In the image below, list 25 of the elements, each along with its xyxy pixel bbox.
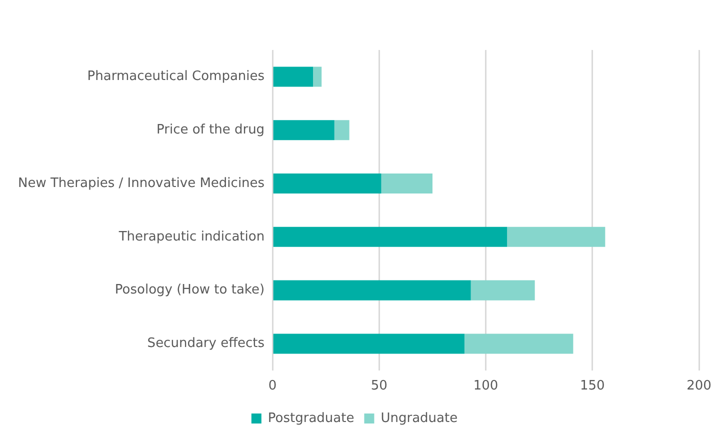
bar	[334, 120, 350, 140]
x-tick-label: 100	[473, 378, 498, 394]
y-tick-label: Posology (How to take)	[114, 282, 265, 298]
bar	[273, 334, 464, 354]
x-tick-label: 50	[370, 378, 388, 394]
legend-label: Ungraduate	[380, 410, 458, 426]
y-tick-label: Therapeutic indication	[118, 229, 265, 244]
bar	[273, 66, 314, 87]
x-tick-label: 0	[268, 378, 277, 394]
bar	[381, 173, 432, 194]
bar	[273, 280, 471, 300]
bar	[464, 334, 574, 354]
y-tick-label: Pharmaceutical Companies	[87, 69, 265, 84]
x-tick-label: 200	[686, 378, 712, 394]
y-tick-label: Secundary effects	[147, 336, 265, 352]
bar	[470, 280, 535, 300]
legend-label: Postgraduate	[268, 410, 354, 426]
bar	[273, 226, 508, 247]
x-tick-label: 150	[580, 378, 605, 394]
bar	[273, 120, 334, 140]
bar	[313, 66, 322, 87]
y-tick-label: Price of the drug	[156, 122, 265, 138]
y-tick-label: New Therapies / Innovative Medicines	[18, 176, 265, 191]
bar	[507, 226, 606, 247]
bar	[273, 173, 382, 194]
